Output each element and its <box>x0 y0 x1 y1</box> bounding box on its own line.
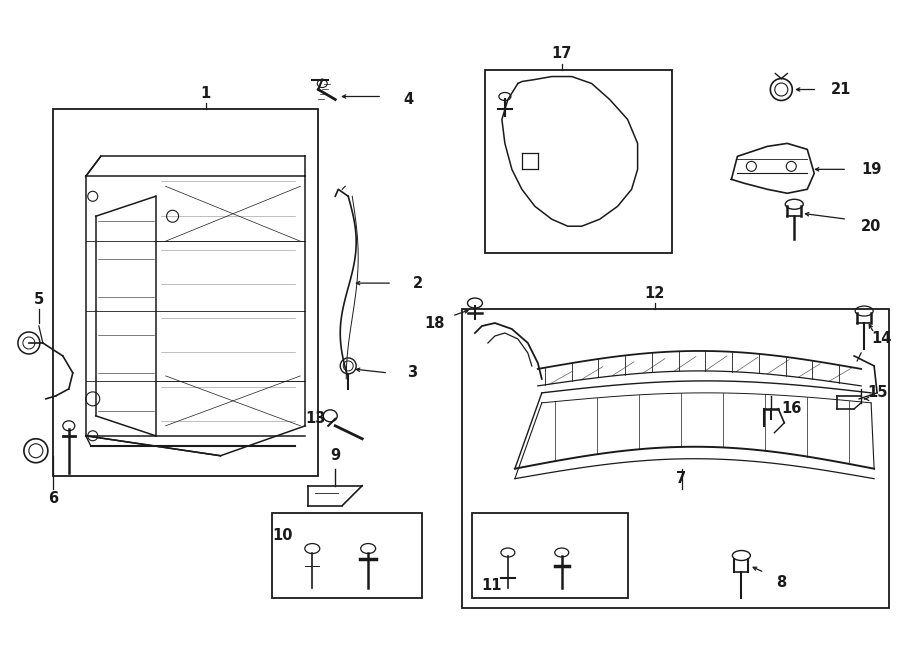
Text: 21: 21 <box>831 82 851 97</box>
Text: 16: 16 <box>781 401 802 416</box>
Text: 15: 15 <box>867 385 887 401</box>
Text: 19: 19 <box>861 162 881 177</box>
Text: 18: 18 <box>425 315 446 330</box>
Text: 11: 11 <box>482 578 502 593</box>
Text: 6: 6 <box>48 491 58 506</box>
Text: 13: 13 <box>305 411 326 426</box>
Text: 5: 5 <box>33 292 44 307</box>
Text: 12: 12 <box>644 286 665 301</box>
Text: 14: 14 <box>871 331 891 346</box>
Text: 9: 9 <box>330 448 340 463</box>
Text: 10: 10 <box>272 528 292 543</box>
Text: 8: 8 <box>776 575 787 590</box>
Text: 1: 1 <box>201 86 211 101</box>
Text: 4: 4 <box>403 92 413 107</box>
Text: 2: 2 <box>413 276 423 291</box>
Text: 20: 20 <box>861 219 881 234</box>
Text: 17: 17 <box>552 46 572 61</box>
Text: 3: 3 <box>407 366 417 381</box>
Text: 7: 7 <box>677 471 687 486</box>
